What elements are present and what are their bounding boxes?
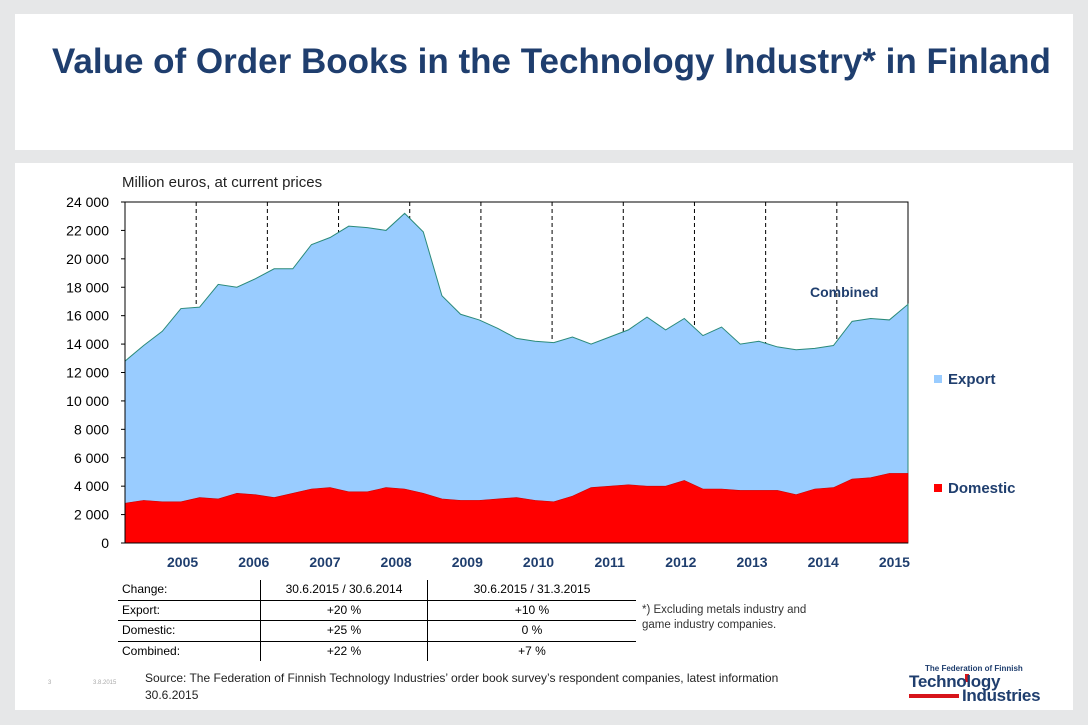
x-tick-label: 2010 (523, 554, 554, 570)
y-tick-label: 20 000 (66, 251, 109, 267)
x-tick-label: 2009 (452, 554, 483, 570)
x-tick-label: 2006 (238, 554, 269, 570)
y-tick-label: 22 000 (66, 222, 109, 238)
table-header-cell: Change: (122, 582, 168, 596)
y-tick-label: 2 000 (74, 507, 109, 523)
source-note: Source: The Federation of Finnish Techno… (145, 671, 779, 702)
y-axis-label: Million euros, at current prices (122, 174, 322, 191)
y-tick-label: 24 000 (66, 194, 109, 210)
logo-line-2: Technology (909, 672, 1001, 691)
y-tick-label: 12 000 (66, 365, 109, 381)
title-panel: Value of Order Books in the Technology I… (15, 14, 1073, 150)
slide-number: 3 (48, 680, 52, 686)
x-tick-label: 2012 (665, 554, 696, 570)
table-row: Domestic: +25 % 0 % (118, 620, 636, 641)
table-cell: +22 % (260, 640, 428, 661)
x-tick-label: 2007 (309, 554, 340, 570)
x-tick-label: 2008 (381, 554, 412, 570)
y-tick-label: 0 (101, 535, 109, 551)
change-table: Change: 30.6.2015 / 30.6.2014 30.6.2015 … (118, 580, 636, 661)
x-tick-label: 2015 (879, 554, 910, 570)
x-tick-label: 2013 (736, 554, 767, 570)
legend-swatch (934, 375, 942, 383)
logo-bar-decoration (909, 694, 959, 698)
y-tick-label: 4 000 (74, 478, 109, 494)
table-row: Combined: +22 % +7 % (118, 640, 636, 661)
table-row: Export: +20 % +10 % (118, 599, 636, 621)
table-header-cell: 30.6.2015 / 30.6.2014 (260, 580, 428, 600)
table-cell: Domestic: (118, 620, 261, 641)
slide-date: 3.8.2015 (93, 680, 117, 686)
domestic-area (124, 473, 909, 544)
x-tick-label: 2014 (808, 554, 839, 570)
table-cell: Export: (118, 599, 261, 621)
table-cell: +7 % (427, 640, 636, 661)
table-cell: +20 % (260, 599, 428, 621)
footnote: *) Excluding metals industry and game in… (642, 604, 807, 631)
table-header-row: Change: 30.6.2015 / 30.6.2014 30.6.2015 … (118, 580, 636, 600)
y-tick-label: 10 000 (66, 393, 109, 409)
logo-line-3: Industries (962, 686, 1041, 705)
x-tick-label: 2011 (594, 554, 625, 570)
table-cell: +10 % (427, 599, 636, 621)
legend-swatch (934, 484, 942, 492)
y-tick-label: 6 000 (74, 450, 109, 466)
legend-label: Domestic (948, 480, 1016, 497)
combined-annotation: Combined (810, 284, 878, 300)
y-tick-label: 18 000 (66, 279, 109, 295)
order-books-chart: Million euros, at current prices 0 2 000 4… (66, 174, 1016, 570)
logo-line-1: The Federation of Finnish (925, 664, 1023, 673)
table-cell: +25 % (260, 620, 428, 641)
logo-bar-decoration (965, 674, 969, 682)
y-tick-label: 8 000 (74, 421, 109, 437)
y-tick-label: 14 000 (66, 336, 109, 352)
export-area (124, 212, 909, 544)
x-tick-label: 2005 (167, 554, 198, 570)
y-tick-label: 16 000 (66, 308, 109, 324)
table-cell: Combined: (118, 640, 261, 661)
table-header-cell: 30.6.2015 / 31.3.2015 (427, 580, 636, 600)
slide-title: Value of Order Books in the Technology I… (52, 42, 1051, 81)
table-cell: 0 % (427, 620, 636, 641)
federation-logo: The Federation of Finnish Technology Ind… (905, 664, 1045, 705)
legend-label: Export (948, 371, 996, 388)
